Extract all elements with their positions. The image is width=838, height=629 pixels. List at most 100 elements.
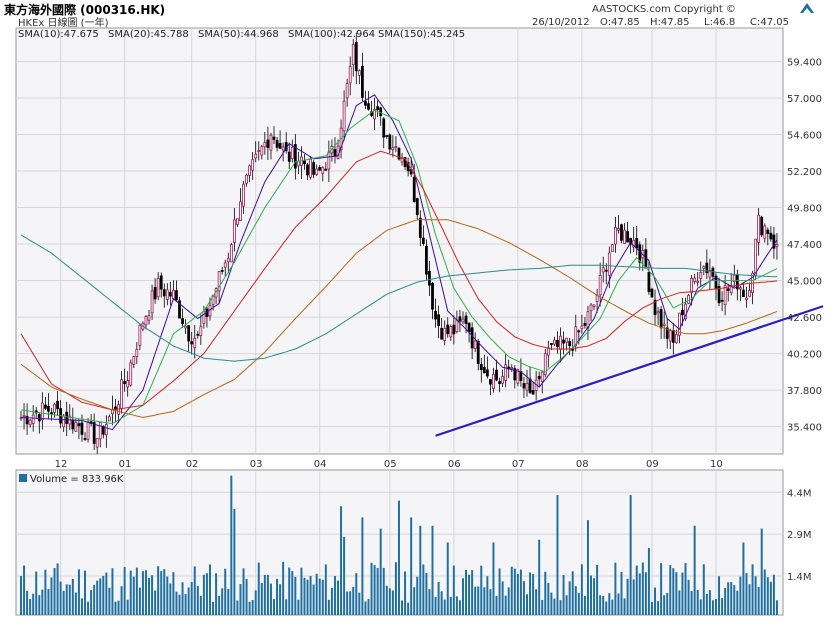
- candle-body: [65, 411, 69, 424]
- candle-body: [473, 340, 477, 349]
- volume-bar: [617, 593, 620, 615]
- volume-bar: [111, 568, 114, 615]
- candle-body: [614, 227, 617, 245]
- volume-bar: [596, 564, 599, 615]
- candle-body: [345, 83, 349, 99]
- y-tick-label: 35.400: [787, 423, 822, 434]
- volume-bar: [388, 588, 391, 615]
- candle-body: [562, 339, 565, 344]
- volume-bar: [641, 562, 644, 615]
- volume-bar: [623, 598, 626, 615]
- volume-bar: [565, 595, 568, 615]
- candle-body: [610, 244, 614, 252]
- candle-body: [604, 269, 608, 272]
- volume-bar: [260, 583, 263, 615]
- volume-bar: [522, 581, 525, 615]
- candle-body: [184, 325, 187, 329]
- y-tick-label: 40.200: [787, 350, 822, 361]
- candle-body: [635, 237, 639, 249]
- quote-date: 26/10/2012: [532, 17, 590, 28]
- candle-body: [123, 381, 127, 385]
- candle-body: [83, 438, 87, 440]
- volume-bar: [422, 564, 425, 615]
- volume-bar: [208, 564, 211, 615]
- candle-body: [254, 153, 258, 159]
- candle-body: [565, 337, 569, 343]
- candle-body: [510, 367, 514, 369]
- volume-bar: [602, 595, 605, 615]
- volume-bar: [74, 592, 77, 615]
- volume-bar: [401, 600, 404, 615]
- volume-bar: [242, 568, 245, 615]
- candle-body: [287, 151, 291, 162]
- x-tick-label: 10: [710, 459, 723, 470]
- candle-body: [482, 367, 486, 374]
- volume-bar: [99, 578, 102, 615]
- candle-body: [257, 150, 261, 152]
- sma-line-sma100: [20, 219, 778, 419]
- sma-legend: SMA(10):47.675 SMA(20):45.788 SMA(50):44.9…: [18, 29, 465, 40]
- volume-bar: [742, 542, 745, 615]
- candle-body: [580, 325, 584, 329]
- candle-body: [574, 326, 578, 346]
- volume-bar: [519, 569, 522, 615]
- candle-body: [766, 229, 770, 234]
- volume-bar: [318, 578, 321, 615]
- candle-body: [464, 315, 468, 324]
- candle-body: [559, 335, 562, 350]
- volume-bar: [394, 562, 397, 615]
- candle-body: [504, 364, 508, 381]
- volume-bar: [532, 574, 535, 615]
- candle-body: [354, 42, 358, 72]
- volume-bar: [632, 579, 635, 615]
- volume-bar: [657, 601, 660, 615]
- candle-body: [342, 100, 346, 132]
- volume-bar: [727, 582, 730, 615]
- candle-body: [400, 157, 404, 163]
- candle-body: [720, 299, 724, 302]
- candle-body: [333, 149, 337, 157]
- volume-bar: [669, 565, 672, 615]
- candle-body: [165, 289, 169, 300]
- candle-body: [321, 167, 325, 174]
- volume-bar: [370, 562, 373, 615]
- volume-bar: [410, 517, 413, 615]
- support-trendline: [435, 305, 824, 437]
- candle-body: [199, 326, 203, 336]
- volume-bar: [126, 599, 129, 615]
- volume-bar: [187, 587, 190, 615]
- volume-bar: [404, 571, 407, 615]
- volume-bar: [364, 601, 367, 615]
- volume-bar: [367, 599, 370, 615]
- candle-body: [220, 270, 224, 272]
- volume-bar: [35, 571, 38, 615]
- volume-bar: [745, 573, 748, 615]
- volume-bar: [239, 584, 242, 615]
- volume-bar: [144, 570, 147, 615]
- volume-bar: [605, 601, 608, 615]
- candle-body: [699, 272, 703, 279]
- volume-bar: [666, 593, 669, 615]
- volume-bar: [273, 599, 275, 615]
- candle-body: [528, 378, 532, 393]
- volume-bar: [614, 562, 617, 615]
- volume-bar: [257, 562, 260, 615]
- volume-bar: [736, 590, 739, 615]
- volume-bar: [181, 582, 184, 615]
- candle-body: [281, 146, 285, 151]
- candle-body: [43, 404, 47, 409]
- volume-bar: [251, 600, 254, 615]
- volume-bar: [724, 587, 727, 615]
- volume-bar: [474, 586, 477, 615]
- candle-body: [263, 142, 267, 148]
- candle-body: [647, 271, 651, 292]
- candle-body: [662, 323, 666, 327]
- candle-body: [153, 286, 157, 300]
- candle-body: [245, 174, 248, 184]
- candle-body: [202, 311, 206, 324]
- volume-bar: [193, 566, 196, 615]
- volume-bar: [718, 576, 721, 615]
- volume-bar: [227, 589, 230, 615]
- volume-bar: [44, 569, 47, 615]
- volume-bar: [468, 574, 471, 615]
